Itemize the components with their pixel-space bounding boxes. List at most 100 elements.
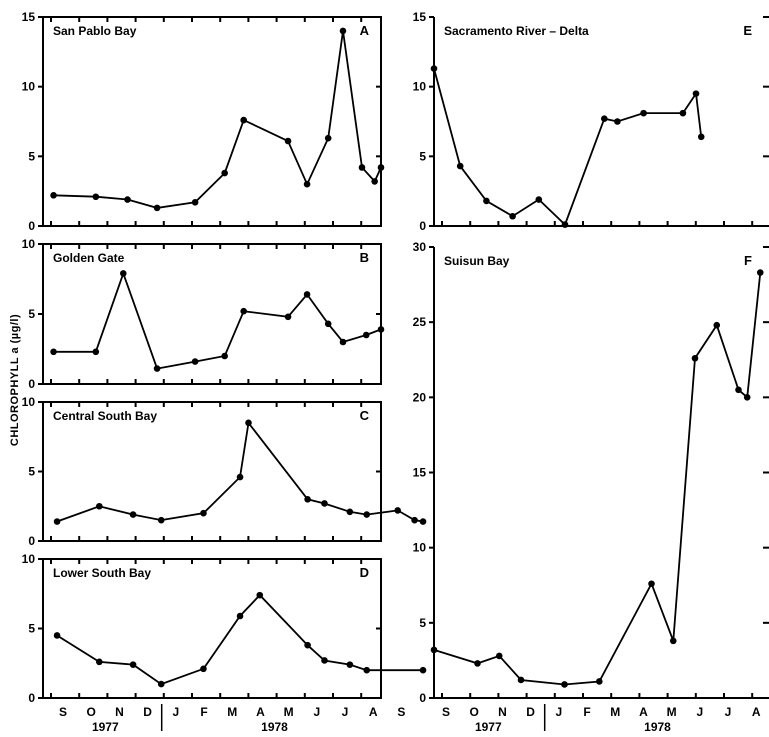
data-point bbox=[377, 164, 385, 171]
data-point bbox=[509, 212, 516, 220]
data-point bbox=[124, 196, 131, 203]
y-tick-label: 15 bbox=[413, 466, 427, 480]
series-line bbox=[53, 270, 382, 370]
month-label: M bbox=[284, 705, 294, 719]
panel-title: Sacramento River – Delta bbox=[444, 24, 589, 38]
data-point bbox=[697, 133, 705, 141]
data-point bbox=[284, 313, 292, 321]
data-point bbox=[371, 178, 378, 185]
month-label: J bbox=[342, 705, 349, 719]
data-point bbox=[419, 666, 427, 674]
series-line bbox=[56, 420, 424, 523]
data-point bbox=[456, 162, 464, 170]
data-point bbox=[321, 657, 328, 664]
month-label: J bbox=[555, 705, 562, 719]
data-point bbox=[346, 661, 354, 668]
data-point bbox=[735, 386, 742, 394]
data-point bbox=[53, 632, 61, 639]
data-point bbox=[304, 496, 311, 503]
month-label: F bbox=[200, 705, 207, 719]
month-label: N bbox=[115, 705, 124, 719]
panel-frame bbox=[42, 16, 382, 227]
data-point bbox=[346, 508, 354, 516]
y-tick-label: 20 bbox=[413, 390, 427, 404]
data-point bbox=[561, 681, 568, 688]
data-point bbox=[153, 204, 161, 212]
data-point bbox=[713, 321, 721, 329]
month-label: S bbox=[442, 705, 450, 719]
year-label: 1977 bbox=[92, 720, 119, 732]
month-label: J bbox=[725, 705, 732, 719]
data-point bbox=[92, 193, 100, 201]
data-point bbox=[640, 109, 647, 117]
month-label: S bbox=[397, 705, 405, 719]
y-tick-label: 10 bbox=[22, 552, 36, 566]
month-label: N bbox=[498, 705, 507, 719]
data-point bbox=[669, 637, 677, 645]
data-point bbox=[363, 666, 371, 674]
y-tick-label: 5 bbox=[28, 465, 35, 479]
panel-frame bbox=[42, 243, 382, 385]
data-point bbox=[221, 352, 228, 360]
y-tick-label: 15 bbox=[413, 10, 427, 24]
y-tick-label: 30 bbox=[413, 240, 427, 254]
data-point bbox=[129, 511, 137, 518]
data-point bbox=[756, 269, 764, 276]
y-tick-label: 0 bbox=[419, 691, 426, 705]
month-label: M bbox=[667, 705, 677, 719]
data-point bbox=[236, 612, 244, 620]
panel-f: 0 5 10 15 20 25 30 Suisun Bay F bbox=[413, 240, 769, 705]
panel-letter: B bbox=[360, 250, 369, 265]
y-tick-label: 15 bbox=[22, 10, 36, 24]
data-point bbox=[339, 338, 347, 346]
month-label: O bbox=[87, 705, 96, 719]
panel-d: 0 5 10 Lower South Bay D bbox=[22, 552, 427, 705]
year-label: 1977 bbox=[475, 720, 502, 732]
data-point bbox=[483, 197, 490, 205]
y-tick-label: 0 bbox=[28, 219, 35, 233]
series-line bbox=[433, 68, 703, 227]
data-point bbox=[157, 516, 165, 524]
panel-e: 0 5 10 15 Sacramento River – Delta E bbox=[413, 10, 769, 233]
data-point bbox=[648, 580, 655, 588]
panel-title: San Pablo Bay bbox=[53, 24, 137, 38]
data-point bbox=[92, 348, 100, 356]
data-point bbox=[474, 660, 481, 667]
data-point bbox=[495, 652, 503, 660]
series-line bbox=[433, 272, 762, 686]
y-tick-label: 25 bbox=[413, 315, 427, 329]
data-point bbox=[419, 518, 427, 525]
month-label: D bbox=[143, 705, 152, 719]
month-label: A bbox=[752, 705, 761, 719]
month-label: J bbox=[172, 705, 179, 719]
data-point bbox=[157, 680, 165, 688]
data-point bbox=[517, 676, 525, 684]
panel-letter: C bbox=[360, 408, 370, 423]
data-point bbox=[200, 509, 207, 517]
month-label: S bbox=[59, 705, 67, 719]
data-point bbox=[50, 348, 57, 356]
data-point bbox=[743, 394, 751, 401]
data-point bbox=[303, 291, 311, 298]
data-point bbox=[561, 221, 569, 228]
month-label: J bbox=[696, 705, 703, 719]
data-point bbox=[119, 270, 127, 277]
data-point bbox=[363, 511, 371, 518]
data-point bbox=[153, 365, 161, 372]
y-tick-label: 10 bbox=[413, 80, 427, 94]
data-point bbox=[236, 473, 244, 481]
month-label: A bbox=[256, 705, 265, 719]
data-point bbox=[50, 192, 57, 199]
y-tick-label: 5 bbox=[419, 616, 426, 630]
data-point bbox=[304, 641, 311, 649]
data-point bbox=[430, 65, 438, 72]
data-point bbox=[535, 196, 543, 203]
data-point bbox=[240, 116, 247, 124]
data-point bbox=[411, 516, 418, 524]
data-point bbox=[284, 137, 292, 145]
month-label: A bbox=[369, 705, 378, 719]
y-tick-label: 5 bbox=[28, 149, 35, 163]
